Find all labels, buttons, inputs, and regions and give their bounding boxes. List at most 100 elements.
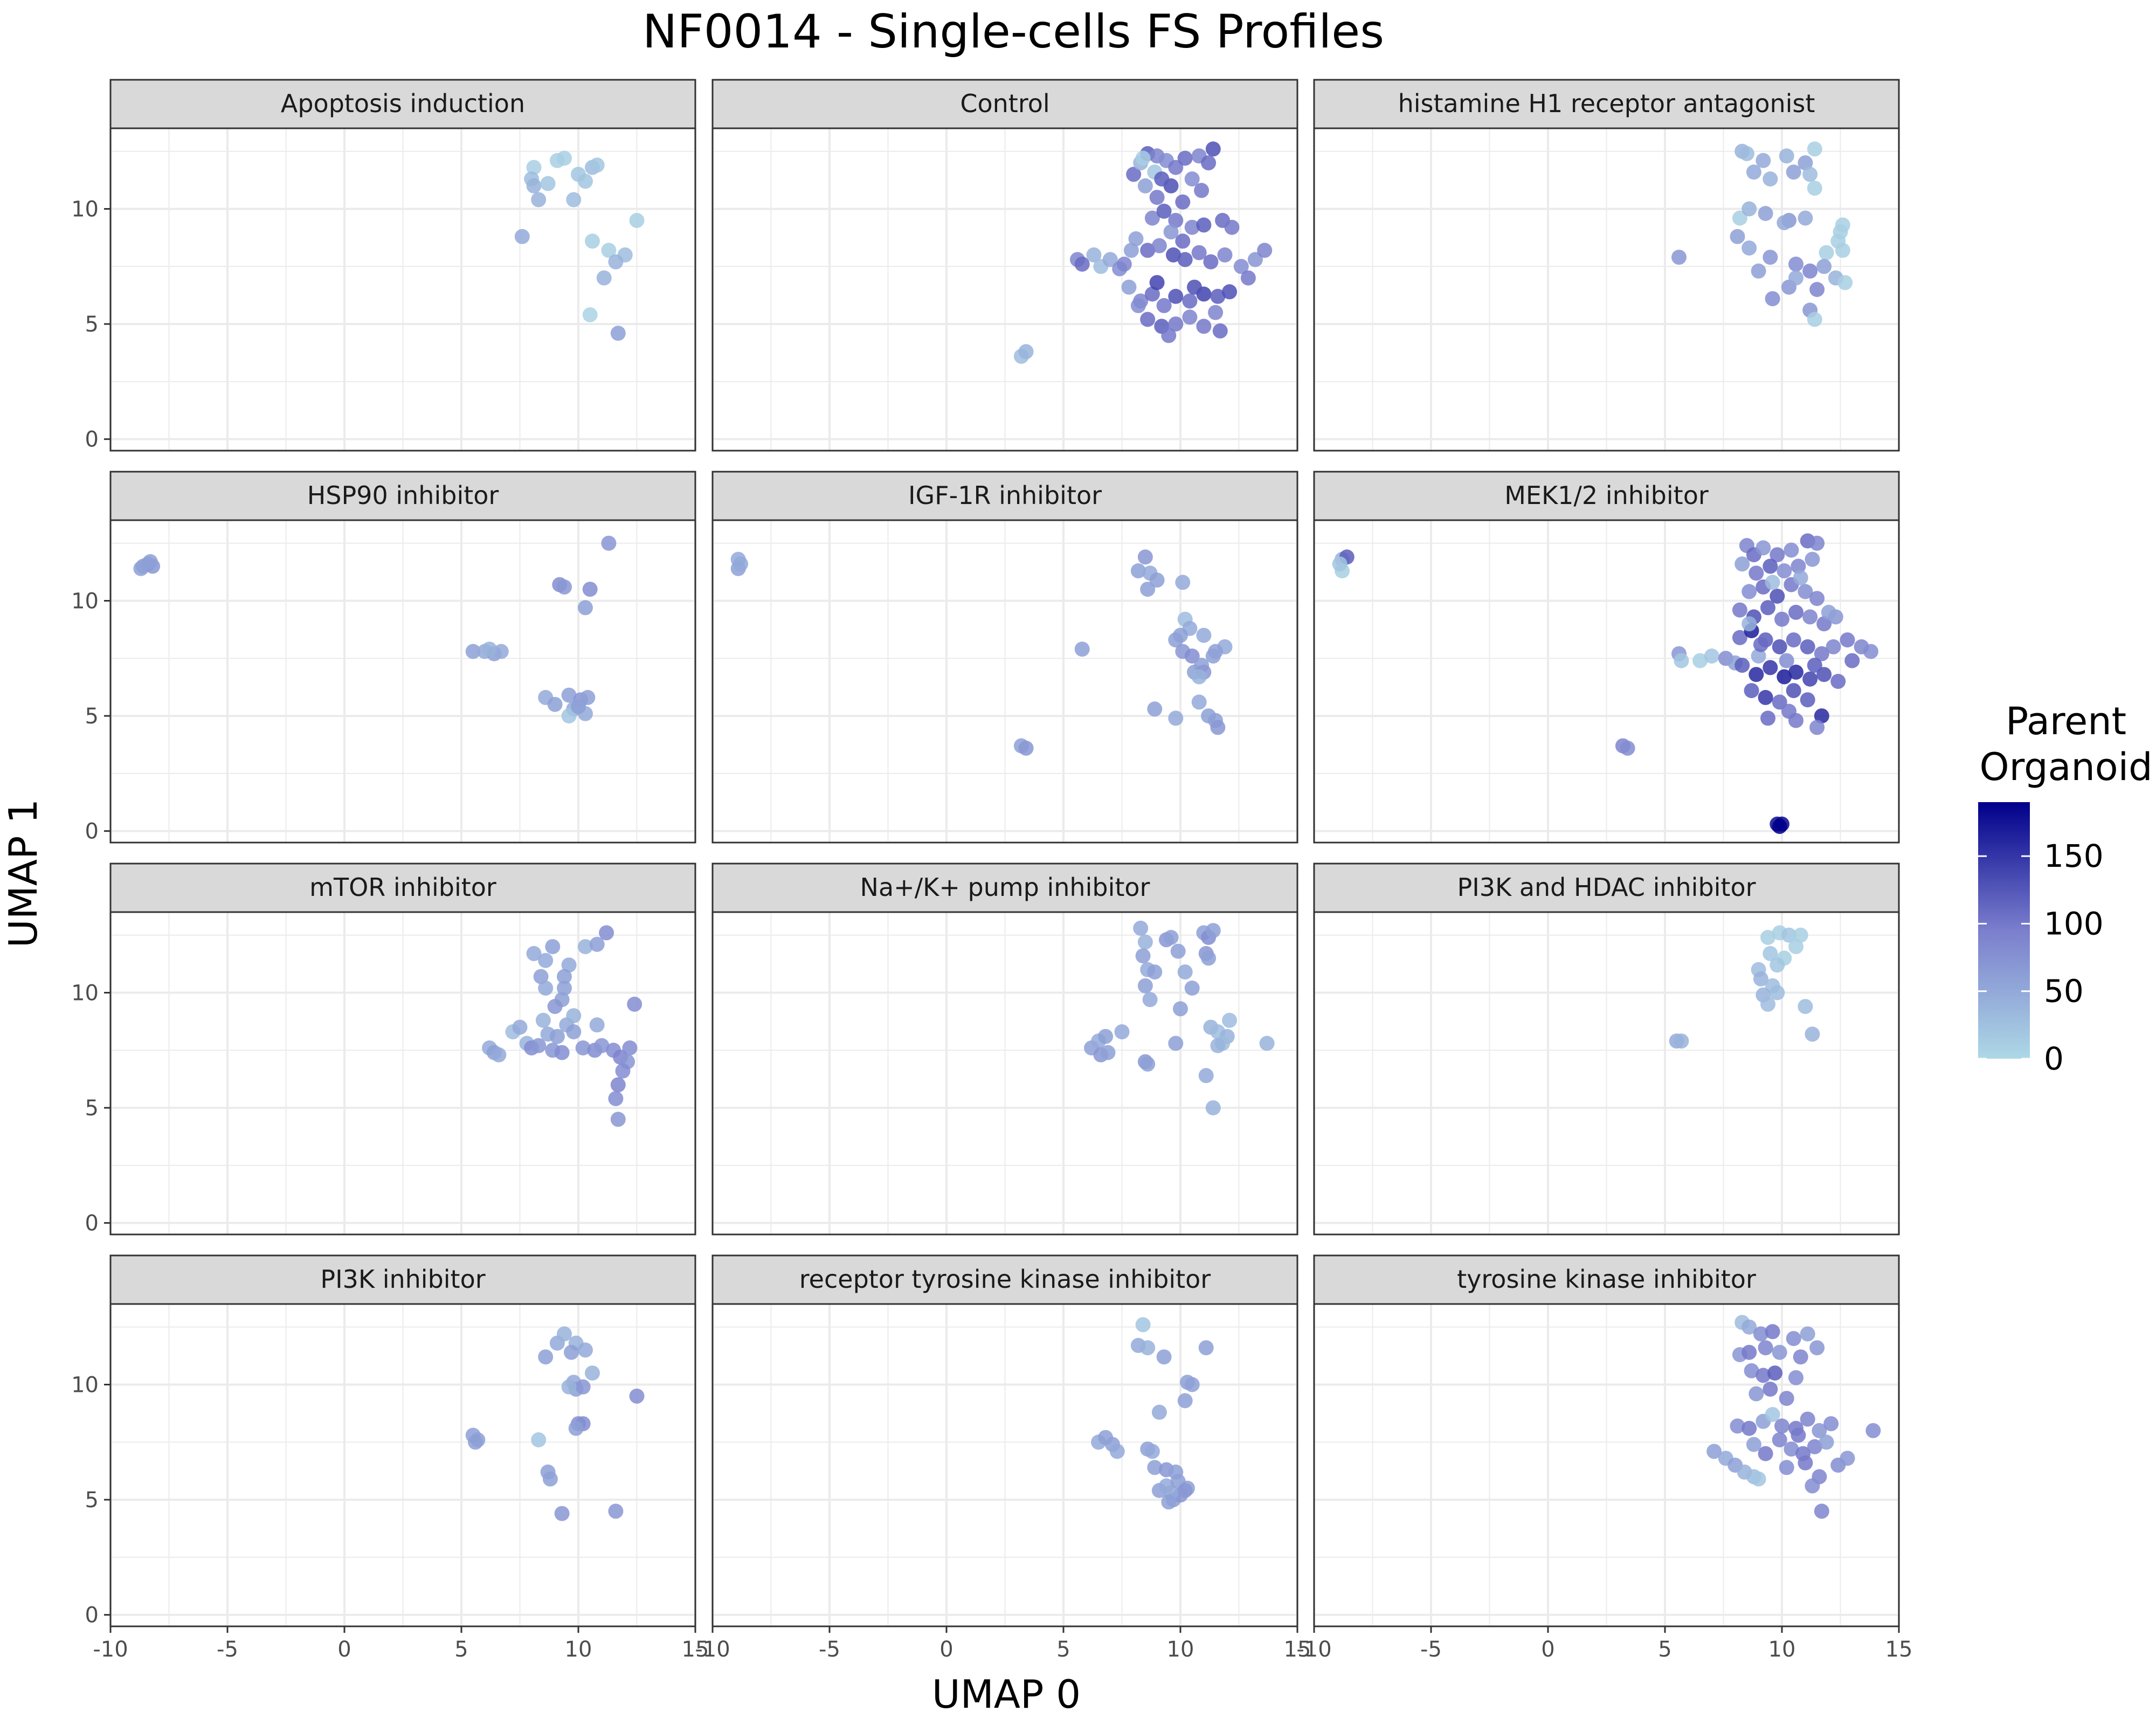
data-point	[1133, 920, 1149, 936]
data-point	[1779, 148, 1794, 164]
data-point	[142, 554, 158, 569]
data-point	[610, 1112, 626, 1127]
data-point	[1126, 167, 1142, 182]
legend-tick-label: 100	[2044, 905, 2104, 942]
data-point	[610, 326, 626, 341]
data-point	[608, 1503, 624, 1519]
data-point	[1751, 263, 1766, 279]
data-point	[1742, 1344, 1757, 1360]
data-point	[564, 1344, 579, 1360]
data-point	[1732, 602, 1747, 618]
facet-strip-label: IGF-1R inhibitor	[908, 481, 1102, 510]
x-axis-title: UMAP 0	[932, 1672, 1081, 1717]
data-point	[1791, 1427, 1806, 1443]
data-point	[1210, 720, 1226, 735]
data-point	[1098, 1029, 1114, 1044]
data-point	[589, 157, 605, 173]
data-point	[1156, 298, 1172, 313]
data-point	[1332, 556, 1348, 572]
data-point	[1196, 627, 1212, 643]
facet-panel: mTOR inhibitor 0 5 10	[71, 862, 696, 1236]
data-point	[1175, 194, 1191, 210]
data-point	[1168, 710, 1184, 726]
data-point	[1772, 819, 1787, 834]
data-point	[1758, 1340, 1773, 1356]
data-point	[589, 936, 605, 952]
data-point	[1760, 600, 1775, 616]
legend-tick-label: 0	[2044, 1040, 2064, 1077]
facet-strip-label: tyrosine kinase inhibitor	[1457, 1265, 1756, 1294]
data-point	[1184, 981, 1200, 996]
data-point	[1807, 181, 1822, 196]
data-point	[1788, 939, 1803, 955]
x-tick-label: -5	[819, 1637, 840, 1662]
data-point	[1742, 616, 1757, 632]
data-point	[1137, 978, 1153, 993]
data-point	[531, 1432, 547, 1447]
data-point	[1130, 563, 1146, 578]
data-point	[1149, 190, 1165, 205]
data-point	[533, 969, 549, 984]
data-point	[1793, 927, 1808, 943]
data-point	[1844, 653, 1860, 668]
data-point	[1837, 275, 1853, 291]
data-point	[526, 946, 542, 961]
facet-panel: HSP90 inhibitor 0 5 10	[71, 471, 696, 844]
data-point	[1086, 247, 1102, 263]
data-point	[1786, 683, 1801, 699]
data-point	[1760, 930, 1775, 945]
legend-ticks: 150 100 50 0	[1978, 838, 2104, 1077]
data-point	[1800, 692, 1815, 708]
x-tick-label: 10	[1768, 1637, 1796, 1662]
data-point	[1135, 1317, 1151, 1333]
data-point	[1137, 934, 1153, 950]
data-point	[1784, 1441, 1799, 1457]
data-point	[1753, 1326, 1768, 1342]
data-point	[1224, 219, 1240, 235]
facet-strip-label: receptor tyrosine kinase inhibitor	[799, 1265, 1211, 1294]
data-point	[1770, 547, 1785, 563]
data-point	[1173, 1001, 1188, 1017]
x-tick-label: 15	[1885, 1637, 1913, 1662]
data-point	[578, 174, 593, 189]
facet-strip	[1313, 1254, 1900, 1305]
data-point	[1763, 171, 1778, 187]
data-point	[1814, 1503, 1829, 1519]
data-point	[1121, 279, 1137, 295]
data-point	[1201, 950, 1217, 966]
data-point	[1802, 609, 1818, 625]
data-point	[582, 582, 598, 597]
data-point	[580, 689, 596, 705]
data-point	[1259, 1036, 1275, 1051]
data-point	[1735, 658, 1750, 673]
data-point	[1800, 1326, 1815, 1342]
data-point	[601, 535, 617, 551]
x-tick-label: 0	[1541, 1637, 1554, 1662]
data-point	[571, 699, 586, 714]
data-point	[1742, 584, 1757, 599]
data-point	[1809, 535, 1825, 551]
data-point	[1194, 183, 1210, 198]
data-point	[568, 1420, 584, 1436]
y-tick-label: 10	[71, 589, 99, 614]
chart-title: NF0014 - Single-cells FS Profiles	[642, 5, 1384, 59]
data-point	[1798, 584, 1813, 599]
data-point	[1772, 694, 1787, 710]
data-point	[575, 1040, 591, 1055]
facet-strip-label: PI3K inhibitor	[320, 1265, 485, 1294]
data-point	[1742, 1420, 1757, 1436]
data-point	[1184, 1377, 1200, 1392]
data-point	[629, 1388, 645, 1404]
data-point	[1863, 644, 1878, 659]
data-point	[1233, 259, 1249, 274]
data-point	[1788, 604, 1803, 620]
data-point	[1774, 1418, 1789, 1434]
data-point	[1763, 946, 1778, 961]
data-point	[1779, 653, 1794, 668]
data-point	[1247, 252, 1263, 267]
data-point	[1739, 146, 1754, 161]
data-point	[493, 644, 509, 659]
data-point	[1788, 1370, 1803, 1385]
data-point	[1770, 985, 1785, 1000]
data-point	[1168, 316, 1184, 332]
